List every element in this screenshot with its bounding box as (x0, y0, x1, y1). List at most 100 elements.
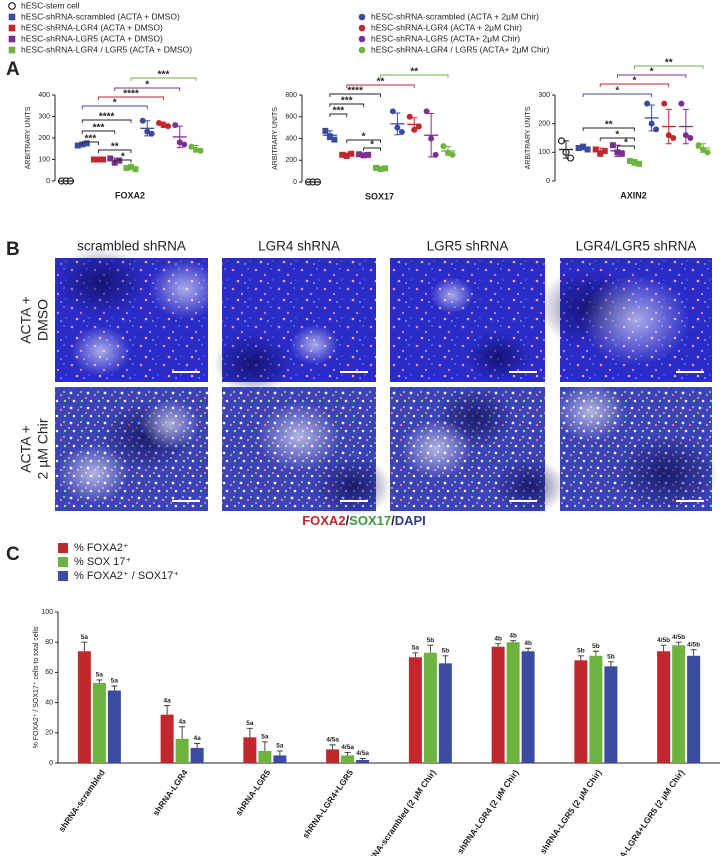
sd-bar (682, 108, 689, 145)
y-tick-label: 400 (38, 92, 50, 99)
error-bar (442, 655, 449, 664)
legend-swatch (58, 571, 68, 581)
y-tick-label: 100 (538, 149, 550, 156)
data-point (423, 108, 430, 115)
y-tick-label: 0 (46, 178, 50, 185)
x-tick-label: shRNA-LGR4 (151, 767, 190, 817)
data-point (687, 135, 694, 141)
bar (190, 747, 204, 763)
significance-bracket (329, 113, 348, 117)
sd-bar (128, 165, 134, 170)
data-point (148, 130, 155, 137)
significance-bracket (130, 77, 197, 81)
micrograph-glow (139, 399, 200, 450)
sd-bar (326, 130, 333, 141)
significance-label: * (615, 86, 619, 97)
sd-bar (95, 158, 102, 161)
bar-letter: 5b (427, 637, 435, 644)
column-label: LGR4/LGR5 shRNA (576, 239, 697, 254)
significance-bracket (346, 139, 381, 143)
micrograph-glow (430, 277, 474, 314)
y-axis-label: ARBITRARY UNITS (272, 107, 279, 170)
legend-marker (8, 13, 16, 21)
legend-marker (358, 24, 366, 32)
row-label: ACTA + (18, 296, 34, 344)
significance-bracket (81, 119, 132, 123)
y-tick-label: 0 (49, 760, 53, 767)
error-bar (577, 655, 584, 661)
bar-letter: 5b (592, 643, 600, 650)
significance-bracket (582, 93, 653, 97)
bar (506, 642, 520, 763)
sd-bar (160, 121, 167, 128)
significance-label: ** (377, 77, 385, 88)
legend-label: % SOX 17⁺ (74, 556, 131, 568)
x-tick-label: shRNA-scrambled (2 µM Chir) (361, 768, 438, 856)
significance-label: ** (605, 120, 613, 131)
significance-label: ** (410, 67, 418, 78)
column-label: LGR5 shRNA (427, 239, 509, 254)
x-tick-label: shRNA-LGR5 (2 µM Chir) (538, 768, 604, 856)
significance-bracket (582, 127, 635, 131)
data-point (322, 127, 329, 134)
significance-label: * (145, 80, 149, 91)
significance-label: *** (85, 134, 97, 145)
bar (243, 737, 257, 763)
legend-label: hESC-shRNA-scrambled (ACTA + 2µM Chir) (371, 11, 539, 21)
significance-label: * (113, 98, 117, 109)
significance-label: ** (111, 142, 119, 153)
bar-letter: 4/5b (672, 634, 685, 641)
legend-label: % FOXA2⁺ / SOX17⁺ (74, 570, 179, 582)
error-bar (344, 751, 351, 756)
significance-bracket (81, 141, 99, 145)
data-point (440, 143, 447, 150)
sd-bar (193, 145, 199, 153)
error-bar (427, 644, 434, 653)
bar (408, 657, 422, 763)
bar (574, 660, 588, 763)
data-point (636, 160, 642, 167)
data-point (107, 155, 114, 162)
bar-letter: 4/5a (326, 737, 339, 744)
sd-bar (176, 125, 183, 149)
legend-marker (358, 13, 366, 21)
significance-bracket (616, 74, 687, 78)
significance-label: *** (158, 70, 170, 81)
sd-bar (411, 117, 418, 132)
x-axis-label: SOX17 (365, 191, 394, 201)
stain-part: / (346, 513, 350, 528)
stain-part: FOXA2 (302, 513, 345, 528)
row-label: 2 µM Chir (35, 418, 51, 479)
legend-label: hESC-shRNA-LGR4 / LGR5 (ACTA+ 2µM Chir) (371, 44, 549, 54)
significance-label: **** (123, 89, 139, 100)
bar-letter: 4/5a (356, 750, 369, 757)
micrograph-shade (55, 247, 147, 318)
data-point (670, 135, 677, 141)
sd-bar (394, 112, 401, 136)
micrograph-shade (466, 332, 531, 383)
x-tick-label: shRNA-LGR4+LGR5 (2 µM Chir) (605, 768, 687, 856)
y-tick-label: 80 (45, 639, 53, 646)
data-point (644, 100, 651, 107)
bar (521, 651, 535, 763)
legend-swatch (58, 543, 68, 553)
y-tick-label: 60 (45, 669, 53, 676)
significance-bracket (114, 87, 181, 91)
bar (423, 652, 437, 763)
error-bar (246, 727, 253, 738)
data-point (584, 146, 591, 153)
bar-letter: 5a (96, 672, 104, 679)
error-bar (96, 679, 103, 683)
significance-label: * (650, 67, 654, 78)
data-point (415, 123, 422, 130)
micrograph-shade (493, 458, 566, 515)
bar-letter: 4b (509, 632, 517, 639)
x-tick-label: shRNA-LGR4+LGR5 (300, 767, 355, 840)
sd-bar (445, 146, 451, 156)
sd-bar (360, 153, 367, 157)
bar (258, 750, 272, 763)
micrograph-glow (582, 275, 690, 365)
bar-letter: 4b (494, 635, 502, 642)
data-point (678, 100, 685, 107)
data-point (695, 142, 702, 149)
